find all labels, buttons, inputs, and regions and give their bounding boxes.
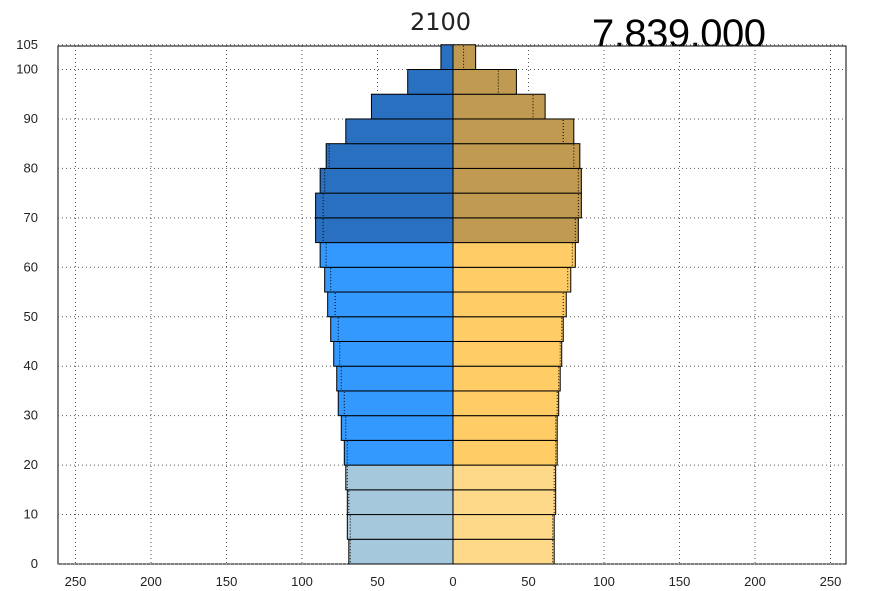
bar-left-age-40 [333, 340, 454, 367]
bar-right-age-20 [452, 439, 558, 466]
bar-left-age-45 [330, 316, 454, 342]
bar-right-age-45 [452, 316, 564, 342]
bar-left-age-100 [440, 44, 454, 71]
chart-year-label: 2100 [410, 8, 472, 36]
y-tick-label: 50 [24, 309, 38, 324]
bar-right-age-90 [452, 93, 546, 120]
bar-right-age-15 [452, 464, 557, 491]
bar-right-age-40 [452, 340, 563, 367]
y-tick-label: 60 [24, 259, 38, 274]
x-tick-label: 100 [593, 574, 615, 589]
y-tick-label: 70 [24, 210, 38, 225]
x-tick-label: 200 [140, 574, 162, 589]
y-tick-label: 40 [24, 358, 38, 373]
y-tick-label: 105 [16, 37, 38, 52]
reference-lines-group [322, 45, 579, 563]
y-tick-label: 0 [31, 556, 38, 571]
x-tick-label: 100 [291, 574, 313, 589]
bar-right-age-30 [452, 390, 560, 417]
x-tick-label: 150 [669, 574, 691, 589]
bar-left-age-35 [336, 365, 454, 392]
bar-left-age-75 [319, 167, 454, 194]
bar-right-age-35 [452, 365, 561, 392]
y-tick-label: 90 [24, 111, 38, 126]
bar-right-age-5 [452, 514, 555, 540]
bar-right-age-60 [452, 242, 576, 268]
x-tick-label: 250 [820, 574, 842, 589]
bar-left-age-55 [324, 266, 454, 293]
bar-left-age-95 [407, 69, 454, 95]
x-tick-label: 50 [370, 574, 384, 589]
bar-right-age-95 [452, 69, 517, 95]
bar-left-age-25 [340, 415, 454, 441]
x-tick-label: 200 [744, 574, 766, 589]
bar-right-age-80 [452, 143, 581, 169]
y-tick-labels: 0 10 20 30 40 50 60 70 80 90 100 105 [16, 37, 38, 571]
bar-left-age-85 [345, 118, 454, 145]
bar-left-age-0 [348, 538, 454, 565]
y-tick-label: 20 [24, 457, 38, 472]
bar-right-age-85 [452, 118, 575, 145]
bars-group [315, 44, 582, 565]
bar-left-age-30 [337, 390, 454, 417]
x-tick-label: 50 [521, 574, 535, 589]
y-tick-label: 10 [24, 507, 38, 522]
y-tick-label: 30 [24, 408, 38, 423]
bar-left-age-15 [345, 464, 454, 491]
grid-lines [58, 44, 846, 565]
x-tick-label: 250 [65, 574, 87, 589]
bar-left-age-80 [325, 143, 454, 169]
bar-left-age-10 [346, 489, 454, 516]
bar-left-age-65 [315, 217, 454, 244]
bar-right-age-0 [452, 538, 555, 565]
x-tick-label: 0 [449, 574, 456, 589]
bar-right-age-10 [452, 489, 557, 516]
x-tick-labels: 250 200 150 100 50 0 50 100 150 200 250 [65, 574, 842, 589]
bar-right-age-70 [452, 192, 582, 219]
bar-left-age-90 [370, 93, 454, 120]
bar-right-age-65 [452, 217, 579, 244]
x-tick-label: 150 [216, 574, 238, 589]
bar-right-age-55 [452, 266, 572, 293]
y-tick-label: 80 [24, 160, 38, 175]
bar-right-age-25 [452, 415, 558, 441]
bar-right-age-100 [452, 44, 477, 71]
bar-left-age-20 [343, 439, 454, 466]
y-tick-label: 100 [16, 62, 38, 77]
bar-left-age-60 [319, 242, 454, 268]
bar-left-age-5 [346, 514, 454, 540]
bar-right-age-75 [452, 167, 582, 194]
bar-left-age-70 [315, 192, 454, 219]
bar-right-age-50 [452, 291, 567, 318]
bar-left-age-50 [327, 291, 454, 318]
